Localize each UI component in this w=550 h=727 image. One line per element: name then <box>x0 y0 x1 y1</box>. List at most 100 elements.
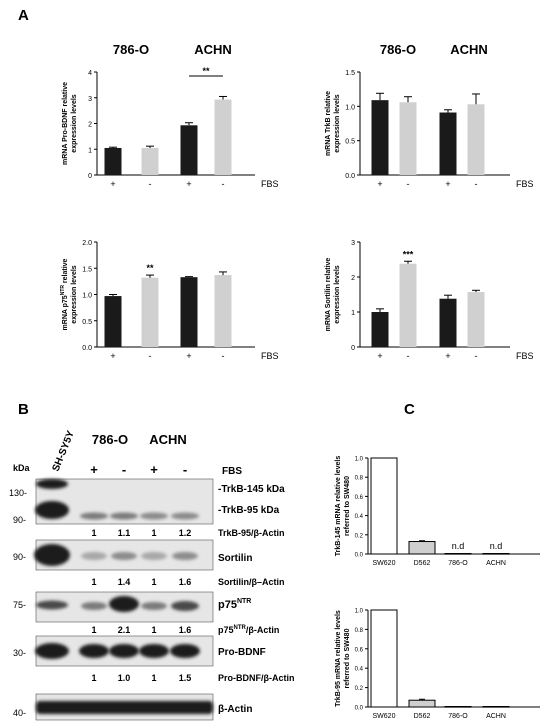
band-probdnf-lane4 <box>170 644 200 658</box>
y-axis-label: TrkB-145 mRNA relative levels referred to… <box>335 456 351 557</box>
y-tick-label: 3 <box>351 240 355 247</box>
bar <box>141 277 159 347</box>
quant-row-trkb: 1 1.1 1 1.2 TrkB-95/β-Actin <box>91 528 284 538</box>
bar <box>408 541 436 555</box>
marker-75: 75- <box>13 600 26 610</box>
treatment-mark: - <box>407 351 410 361</box>
y-tick-label: 0.0 <box>355 553 364 559</box>
quant-value: 1 <box>151 625 156 635</box>
x-tick-label: 786-O <box>448 560 468 567</box>
y-tick-label: 2 <box>88 122 92 129</box>
y-tick-label: 0.0 <box>345 173 355 180</box>
quant-value: 1.0 <box>118 673 131 683</box>
label-probdnf: Pro-BDNF <box>218 647 266 658</box>
bar <box>370 609 398 708</box>
bar <box>214 99 232 175</box>
panel-label-a: A <box>18 7 29 24</box>
y-tick-label: 1.0 <box>355 609 364 615</box>
treatment-mark: + <box>445 179 450 189</box>
label-trkb145: -TrkB-145 kDa <box>218 484 285 495</box>
band-p75-lane3 <box>141 602 167 610</box>
band-sortilin-shsy5y <box>34 544 70 566</box>
kda-label: kDa <box>13 463 31 473</box>
y-tick-label: 0.2 <box>355 686 364 692</box>
treatment-mark: - <box>475 351 478 361</box>
label-p75ntr: p75NTR <box>218 598 251 611</box>
quant-value: 1 <box>91 528 96 538</box>
y-axis-label: mRNA TrkB relative expression levels <box>325 91 341 156</box>
significance-mark: ** <box>146 263 154 273</box>
marker-90-b: 90- <box>13 552 26 562</box>
y-tick-label: 0.8 <box>355 476 364 482</box>
y-tick-label: 4 <box>88 70 92 77</box>
quant-value: 1.6 <box>179 625 192 635</box>
y-tick-label: 1 <box>351 310 355 317</box>
y-tick-label: 3 <box>88 96 92 103</box>
quant-value: 1 <box>151 577 156 587</box>
x-tick-label: SW620 <box>373 713 396 720</box>
quant-row-sortilin: 1 1.4 1 1.6 Sortilin/β–Actin <box>91 577 284 587</box>
y-tick-label: 0.4 <box>355 514 364 520</box>
band-trkb95-lane3 <box>140 512 168 520</box>
quant-value: 1 <box>151 673 156 683</box>
y-tick-label: 0.2 <box>355 533 364 539</box>
bar <box>180 277 198 347</box>
quant-label: Pro-BDNF/β-Actin <box>218 673 295 683</box>
significance-mark: ** <box>202 66 210 76</box>
treatment-mark: + <box>377 179 382 189</box>
marker-130: 130- <box>9 488 27 498</box>
treatment-mark: - <box>475 179 478 189</box>
band-sortilin-lane1 <box>81 552 107 560</box>
treatment-mark: - <box>149 351 152 361</box>
y-tick-label: 0 <box>351 345 355 352</box>
bar <box>444 553 472 555</box>
band-probdnf-lane2 <box>109 644 139 658</box>
a-header-achn-left: ACHN <box>194 42 232 57</box>
bar <box>482 553 510 555</box>
blot-mark-2: - <box>122 462 126 477</box>
quant-row-p75ntr: 1 2.1 1 1.6 p75NTR/β-Actin <box>91 625 279 635</box>
x-tick-label: SW620 <box>373 560 396 567</box>
blot-condition-label: FBS <box>222 466 242 477</box>
y-tick-label: 0.5 <box>82 319 92 326</box>
treatment-mark: + <box>377 351 382 361</box>
bar <box>482 706 510 708</box>
x-tick-label: D562 <box>414 713 431 720</box>
chart-pro-bdnf: 0 1 2 3 4 + - + - FBS mRNA Pro-BDNF relative expres… <box>62 66 279 189</box>
chart-trkb: 0.0 0.5 1.0 1.5 + - + - FBS mRNA TrkB relative exp… <box>325 70 534 189</box>
chart-p75ntr: 0.0 0.5 1.0 1.5 2.0 + - + - FBS mRNA p75NTR relati… <box>60 240 279 361</box>
label-sortilin: Sortilin <box>218 553 252 564</box>
band-p75-lane2 <box>109 596 139 612</box>
quant-label: TrkB-95/β-Actin <box>218 528 285 538</box>
marker-40: 40- <box>13 708 26 718</box>
y-tick-label: 1.5 <box>345 70 355 77</box>
y-axis-label: TrkB-95 mRNA relative levels referred to … <box>335 610 351 707</box>
condition-label: FBS <box>516 179 534 189</box>
a-header-786o-right: 786-O <box>380 42 416 57</box>
chart-trkb145-mrna: 0.0 0.2 0.4 0.6 0.8 1.0 SW620 D562 786-O n.d ACHN n… <box>335 456 540 567</box>
x-tick-label: ACHN <box>486 713 506 720</box>
a-header-achn-right: ACHN <box>450 42 488 57</box>
panel-label-c: C <box>404 401 415 418</box>
quant-value: 1.1 <box>118 528 131 538</box>
bar <box>467 104 485 175</box>
y-tick-label: 1.0 <box>355 457 364 463</box>
quant-value: 1 <box>151 528 156 538</box>
bar <box>408 699 436 708</box>
bar <box>399 263 417 347</box>
band-p75-lane4 <box>171 601 199 611</box>
y-axis-label: mRNA Pro-BDNF relative expression levels <box>62 82 78 165</box>
condition-label: FBS <box>516 351 534 361</box>
band-trkb95-lane4 <box>171 512 199 520</box>
y-tick-label: 1 <box>88 147 92 154</box>
quant-row-probdnf: 1 1.0 1 1.5 Pro-BDNF/β-Actin <box>91 673 294 683</box>
bar <box>180 125 198 175</box>
blot-mark-1: + <box>90 462 98 477</box>
treatment-mark: + <box>110 179 115 189</box>
y-tick-label: 0.0 <box>82 345 92 352</box>
bar <box>439 112 457 175</box>
quant-value: 1.2 <box>179 528 192 538</box>
band-p75-lane1 <box>81 602 107 610</box>
y-tick-label: 0.0 <box>355 706 364 712</box>
